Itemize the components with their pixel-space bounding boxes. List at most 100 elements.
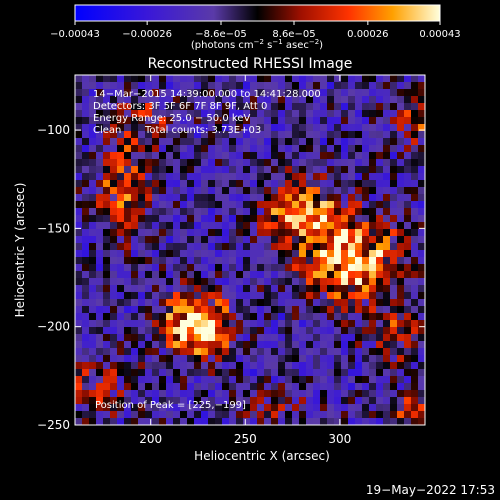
heatmap-cell (222, 348, 230, 356)
heatmap-cell (397, 383, 405, 391)
heatmap-cell (229, 145, 237, 153)
heatmap-cell (292, 187, 300, 195)
heatmap-cell (341, 404, 349, 412)
heatmap-cell (383, 292, 391, 300)
heatmap-cell (152, 124, 160, 132)
heatmap-cell (159, 264, 167, 272)
heatmap-cell (243, 257, 251, 265)
heatmap-cell (376, 75, 384, 83)
heatmap-cell (278, 369, 286, 377)
heatmap-cell (278, 243, 286, 251)
heatmap-cell (110, 348, 118, 356)
heatmap-cell (306, 124, 314, 132)
heatmap-cell (180, 180, 188, 188)
heatmap-cell (180, 355, 188, 363)
heatmap-cell (103, 257, 111, 265)
heatmap-cell (327, 110, 335, 118)
heatmap-cell (82, 131, 90, 139)
heatmap-cell (355, 341, 363, 349)
heatmap-cell (264, 82, 272, 90)
heatmap-cell (250, 313, 258, 321)
heatmap-cell (222, 131, 230, 139)
heatmap-cell (236, 250, 244, 258)
heatmap-cell (131, 96, 139, 104)
heatmap-cell (187, 110, 195, 118)
heatmap-cell (334, 257, 342, 265)
heatmap-cell (264, 418, 272, 426)
heatmap-cell (271, 236, 279, 244)
heatmap-cell (138, 411, 146, 419)
heatmap-cell (124, 278, 132, 286)
heatmap-cell (278, 201, 286, 209)
heatmap-cell (194, 341, 202, 349)
heatmap-cell (194, 250, 202, 258)
heatmap-cell (355, 180, 363, 188)
heatmap-cell (278, 180, 286, 188)
heatmap-cell (271, 82, 279, 90)
heatmap-cell (96, 411, 104, 419)
heatmap-cell (152, 159, 160, 167)
heatmap-cell (320, 383, 328, 391)
heatmap-cell (271, 180, 279, 188)
heatmap-cell (229, 320, 237, 328)
heatmap-cell (215, 355, 223, 363)
heatmap-cell (390, 145, 398, 153)
heatmap-cell (103, 313, 111, 321)
heatmap-cell (299, 236, 307, 244)
heatmap-cell (201, 236, 209, 244)
heatmap-cell (208, 362, 216, 370)
heatmap-cell (306, 236, 314, 244)
heatmap-cell (264, 320, 272, 328)
heatmap-cell (411, 404, 419, 412)
heatmap-cell (369, 376, 377, 384)
heatmap-cell (397, 404, 405, 412)
heatmap-cell (194, 299, 202, 307)
heatmap-cell (89, 348, 97, 356)
heatmap-cell (362, 355, 370, 363)
heatmap-cell (250, 124, 258, 132)
heatmap-cell (250, 180, 258, 188)
heatmap-cell (299, 411, 307, 419)
heatmap-cell (327, 194, 335, 202)
heatmap-cell (341, 292, 349, 300)
heatmap-cell (222, 341, 230, 349)
heatmap-cell (278, 215, 286, 223)
heatmap-cell (229, 355, 237, 363)
heatmap-cell (201, 159, 209, 167)
heatmap-cell (320, 257, 328, 265)
heatmap-cell (278, 362, 286, 370)
heatmap-cell (411, 264, 419, 272)
heatmap-cell (390, 299, 398, 307)
heatmap-cell (173, 278, 181, 286)
heatmap-cell (404, 418, 412, 426)
heatmap-cell (208, 187, 216, 195)
heatmap-cell (103, 173, 111, 181)
heatmap-cell (257, 341, 265, 349)
heatmap-cell (89, 313, 97, 321)
heatmap-cell (369, 173, 377, 181)
heatmap-cell (320, 376, 328, 384)
heatmap-cell (390, 208, 398, 216)
heatmap-cell (383, 285, 391, 293)
heatmap-cell (124, 82, 132, 90)
heatmap-cell (327, 334, 335, 342)
heatmap-cell (194, 82, 202, 90)
heatmap-cell (159, 194, 167, 202)
heatmap-cell (222, 306, 230, 314)
heatmap-cell (82, 236, 90, 244)
heatmap-cell (215, 166, 223, 174)
heatmap-cell (208, 369, 216, 377)
heatmap-cell (159, 131, 167, 139)
heatmap-cell (334, 159, 342, 167)
heatmap-cell (124, 117, 132, 125)
heatmap-cell (341, 187, 349, 195)
heatmap-cell (117, 173, 125, 181)
heatmap-cell (229, 250, 237, 258)
heatmap-cell (320, 306, 328, 314)
heatmap-cell (187, 278, 195, 286)
heatmap-cell (250, 89, 258, 97)
heatmap-cell (250, 404, 258, 412)
heatmap-cell (138, 215, 146, 223)
heatmap-cell (131, 306, 139, 314)
heatmap-cell (411, 124, 419, 132)
